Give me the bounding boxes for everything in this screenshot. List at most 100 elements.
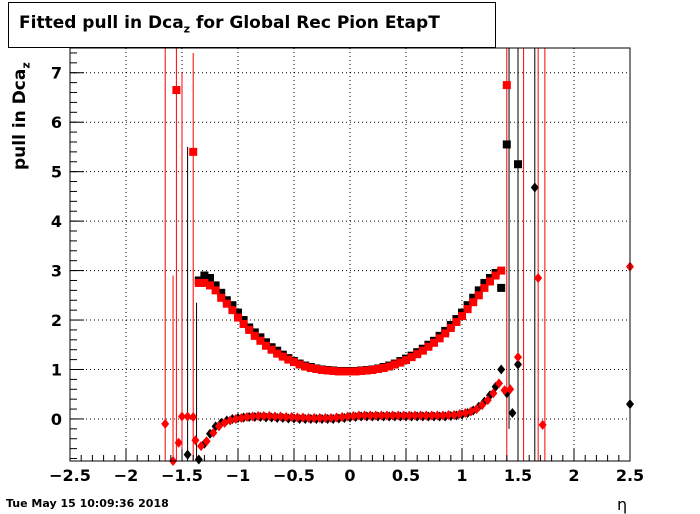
diamond-marker <box>259 410 268 421</box>
square-marker <box>267 345 276 354</box>
diamond-marker <box>226 415 235 426</box>
square-marker <box>351 367 360 376</box>
y-axis-label: pull in Dcaz <box>10 62 32 170</box>
diamond-marker <box>500 385 509 396</box>
diamond-marker <box>194 454 203 465</box>
square-marker <box>368 365 377 374</box>
square-marker <box>228 306 237 315</box>
timestamp: Tue May 15 10:09:36 2018 <box>6 497 169 510</box>
diamond-marker <box>538 419 547 430</box>
x-tick-label: 1.5 <box>504 466 532 485</box>
square-marker <box>424 342 433 351</box>
diamond-marker <box>282 411 291 422</box>
square-marker <box>318 365 326 374</box>
title-subscript: z <box>183 22 191 36</box>
square-marker <box>222 299 231 308</box>
diamond-marker <box>483 395 492 406</box>
diamond-marker <box>254 410 263 421</box>
square-marker <box>200 278 209 287</box>
square-marker <box>340 367 349 376</box>
diamond-marker <box>416 410 425 421</box>
diamond-marker <box>394 410 403 421</box>
axis-ticks: −2.5 −2 −1.5 −1 −0.5 0 0.5 1 1.5 2 2.5 0 1 2 3 4 5 6 7 <box>49 52 644 485</box>
diamond-marker <box>461 408 470 419</box>
square-marker <box>234 313 242 322</box>
square-marker <box>486 277 494 286</box>
diamond-marker <box>349 410 358 421</box>
square-marker <box>480 278 489 287</box>
square-marker <box>413 350 422 359</box>
grid-lines <box>70 48 630 461</box>
diamond-marker <box>174 437 183 448</box>
x-tick-label: 0.5 <box>392 466 420 485</box>
square-marker <box>278 352 287 361</box>
diamond-marker <box>231 413 240 424</box>
diamond-marker <box>304 412 313 423</box>
diamond-marker <box>494 378 503 389</box>
error-bars <box>164 48 631 461</box>
diamond-marker <box>178 411 186 422</box>
diamond-marker <box>405 410 414 421</box>
y-tick-label: 3 <box>51 262 62 281</box>
diamond-marker <box>191 435 200 446</box>
y-tick-label: 7 <box>51 64 62 83</box>
square-marker <box>390 360 399 369</box>
square-marker <box>228 301 237 310</box>
square-marker <box>446 323 455 332</box>
diamond-marker <box>530 182 539 193</box>
x-tick-label: −1.5 <box>161 466 203 485</box>
diamond-marker <box>438 410 447 421</box>
square-marker <box>329 366 338 375</box>
x-tick-label: 0 <box>344 466 355 485</box>
square-marker <box>362 366 371 375</box>
diamond-marker <box>360 410 369 421</box>
x-tick-label: −2 <box>114 466 139 485</box>
x-tick-label: 1 <box>456 466 467 485</box>
diamond-marker <box>343 411 352 422</box>
square-marker <box>502 140 511 149</box>
diamond-marker <box>366 410 375 421</box>
square-marker <box>334 367 343 376</box>
diamond-marker <box>399 410 408 421</box>
diamond-marker <box>388 410 397 421</box>
diamond-marker <box>202 436 211 447</box>
x-axis-label: η <box>617 495 628 514</box>
diamond-marker <box>321 412 330 423</box>
square-marker <box>346 367 354 376</box>
y-tick-label: 6 <box>51 113 62 132</box>
square-marker <box>452 318 461 327</box>
square-marker <box>189 147 198 156</box>
square-marker <box>497 266 506 275</box>
square-marker <box>357 366 366 375</box>
diamond-marker <box>514 359 522 370</box>
diamond-marker <box>472 404 481 415</box>
square-marker <box>312 365 321 374</box>
diamond-marker <box>506 384 515 395</box>
diamond-marker <box>270 411 279 422</box>
diamond-marker <box>497 364 506 375</box>
square-marker <box>469 293 478 302</box>
diamond-marker <box>237 412 246 423</box>
square-marker <box>206 273 214 282</box>
square-marker <box>379 364 388 373</box>
diamond-marker <box>489 388 498 399</box>
square-marker <box>463 305 472 314</box>
x-tick-label: 2.5 <box>616 466 644 485</box>
diamond-marker <box>377 410 386 421</box>
square-marker <box>245 325 254 334</box>
diamond-marker <box>197 441 206 452</box>
diamond-marker <box>326 412 335 423</box>
square-marker <box>491 271 500 280</box>
y-tick-label: 2 <box>51 311 62 330</box>
diamond-marker <box>371 410 380 421</box>
square-marker <box>273 349 282 358</box>
ylabel-subscript: z <box>19 62 33 69</box>
x-tick-label: 2 <box>568 466 579 485</box>
diamond-marker <box>382 410 391 421</box>
y-tick-label: 1 <box>51 360 62 379</box>
diamond-marker <box>338 411 347 422</box>
diamond-marker <box>450 410 459 421</box>
square-marker <box>407 353 416 362</box>
diamond-marker <box>287 411 296 422</box>
diamond-marker <box>209 427 218 438</box>
